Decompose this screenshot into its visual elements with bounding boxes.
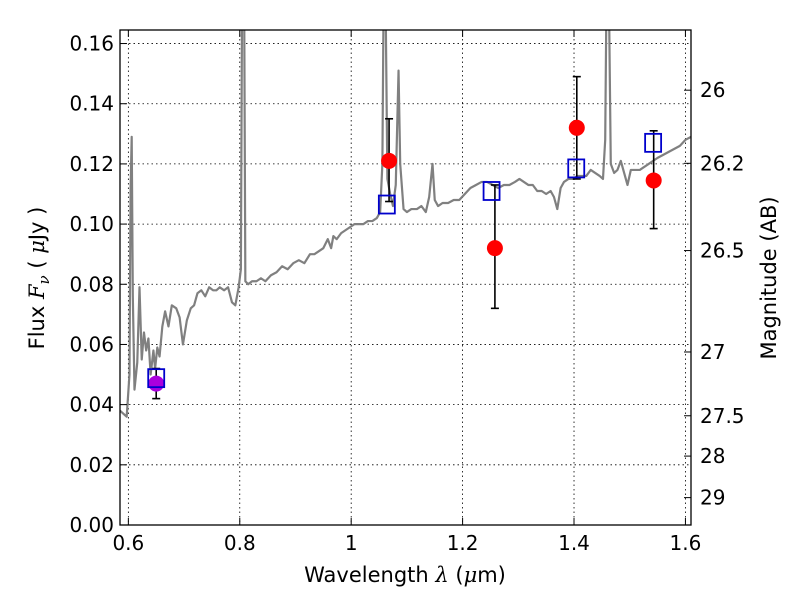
model-photometry-square xyxy=(482,181,501,201)
right-tick-label: 26.5 xyxy=(700,239,745,263)
y-tick-label: 0.10 xyxy=(69,212,114,236)
observed-point xyxy=(486,240,503,257)
observed-point xyxy=(645,172,662,189)
y-tick-label: 0.02 xyxy=(69,453,114,477)
observed-point xyxy=(148,375,165,392)
model-photometry-square xyxy=(567,158,586,179)
right-tick-label: 26.2 xyxy=(700,151,745,175)
y-tick-label: 0.16 xyxy=(69,32,114,56)
x-axis-label: Wavelength λ (μm) xyxy=(304,563,506,587)
observed-point xyxy=(381,152,398,169)
right-tick-label: 29 xyxy=(700,486,725,510)
model-photometry-points xyxy=(147,132,663,389)
x-tick-label: 0.8 xyxy=(224,531,256,555)
y-axis-ticks: 0.00 0.02 0.04 0.06 0.08 0.10 0.12 0.14 0.16 xyxy=(69,32,127,537)
y-tick-label: 0.04 xyxy=(69,393,114,417)
plot-area xyxy=(120,30,691,418)
right-tick-label: 27 xyxy=(700,340,725,364)
right-tick-label: 28 xyxy=(700,444,725,468)
y-tick-label: 0.12 xyxy=(69,152,114,176)
y-tick-label: 0.00 xyxy=(69,513,114,537)
observed-point xyxy=(568,119,585,136)
y-tick-label: 0.06 xyxy=(69,332,114,356)
x-axis-ticks: 0.6 0.8 1 1.2 1.4 1.6 xyxy=(112,30,701,555)
model-photometry-square xyxy=(377,194,396,215)
y-axis-label: Flux Fν ( μJy ) xyxy=(25,207,53,350)
model-photometry-square xyxy=(147,368,166,389)
right-axis-ticks: 26 26.2 26.5 27 27.5 28 29 xyxy=(684,78,745,510)
right-tick-label: 26 xyxy=(700,78,725,102)
x-tick-label: 1.6 xyxy=(670,531,702,555)
right-tick-label: 27.5 xyxy=(700,404,745,428)
y-tick-label: 0.14 xyxy=(69,92,114,116)
x-tick-label: 1.4 xyxy=(558,531,590,555)
model-spectrum-line xyxy=(120,30,691,418)
model-photometry-square xyxy=(644,132,663,153)
x-tick-label: 1 xyxy=(345,531,358,555)
x-tick-label: 1.2 xyxy=(447,531,479,555)
plot-frame xyxy=(119,29,692,526)
right-axis-label: Magnitude (AB) xyxy=(757,196,781,359)
x-tick-label: 0.6 xyxy=(112,531,144,555)
y-tick-label: 0.08 xyxy=(69,272,114,296)
